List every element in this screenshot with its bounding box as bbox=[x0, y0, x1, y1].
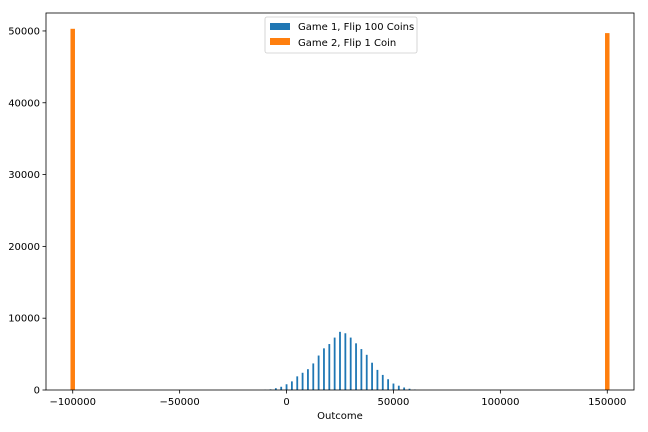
bar-series2-1 bbox=[605, 33, 610, 391]
bar-series1-7 bbox=[301, 372, 304, 390]
bar-series1-22 bbox=[381, 374, 384, 390]
bar-series1-21 bbox=[376, 369, 379, 390]
bar-series1-15 bbox=[344, 333, 347, 390]
bar-series1-26 bbox=[403, 387, 406, 390]
bar-series1-2 bbox=[274, 388, 277, 390]
y-tick-label: 10000 bbox=[8, 314, 40, 325]
bar-series1-24 bbox=[392, 383, 395, 390]
legend-label-game1: Game 1, Flip 100 Coins bbox=[298, 22, 414, 33]
y-tick-label: 40000 bbox=[8, 98, 40, 109]
x-tick-label: 150000 bbox=[588, 397, 626, 408]
y-tick-label: 0 bbox=[34, 386, 40, 397]
bar-series1-13 bbox=[333, 337, 336, 390]
bar-series1-4 bbox=[285, 384, 288, 390]
bar-series1-5 bbox=[290, 381, 293, 390]
bar-series1-14 bbox=[339, 331, 341, 390]
bar-series1-16 bbox=[349, 337, 352, 390]
bar-series1-17 bbox=[355, 343, 357, 390]
legend-swatch-game1 bbox=[270, 23, 290, 30]
bar-series1-9 bbox=[312, 363, 315, 390]
y-tick-label: 20000 bbox=[8, 242, 40, 253]
x-tick-label: 50000 bbox=[378, 397, 410, 408]
x-tick-label: 0 bbox=[283, 397, 289, 408]
bar-series2-0 bbox=[70, 28, 75, 391]
x-tick-label: 100000 bbox=[481, 397, 519, 408]
bar-series1-12 bbox=[328, 344, 331, 390]
x-tick-label: −50000 bbox=[160, 397, 200, 408]
bar-series1-11 bbox=[323, 348, 325, 390]
bar-series1-8 bbox=[307, 369, 309, 390]
bar-series1-3 bbox=[280, 386, 283, 390]
x-axis: −100000 −50000 0 50000 100000 150000 bbox=[49, 390, 626, 408]
bar-series1-20 bbox=[371, 362, 373, 390]
x-tick-label: −100000 bbox=[49, 397, 96, 408]
bar-series1-6 bbox=[296, 376, 299, 390]
bar-series1-18 bbox=[360, 349, 363, 390]
legend-swatch-game2 bbox=[270, 38, 290, 45]
y-axis: 0 10000 20000 30000 40000 50000 bbox=[8, 26, 46, 397]
y-tick-label: 50000 bbox=[8, 26, 40, 37]
legend: Game 1, Flip 100 Coins Game 2, Flip 1 Co… bbox=[264, 16, 418, 54]
bar-series1-25 bbox=[397, 385, 400, 390]
bar-series1-23 bbox=[387, 379, 390, 390]
plot-frame bbox=[45, 12, 635, 391]
bars-group bbox=[70, 28, 610, 391]
y-tick-label: 30000 bbox=[8, 170, 40, 181]
legend-box bbox=[264, 16, 418, 54]
bar-series1-27 bbox=[408, 388, 411, 390]
bar-series1-19 bbox=[365, 354, 368, 390]
bar-series1-10 bbox=[317, 355, 320, 390]
x-axis-label: Outcome bbox=[317, 411, 363, 422]
legend-label-game2: Game 2, Flip 1 Coin bbox=[298, 38, 396, 49]
